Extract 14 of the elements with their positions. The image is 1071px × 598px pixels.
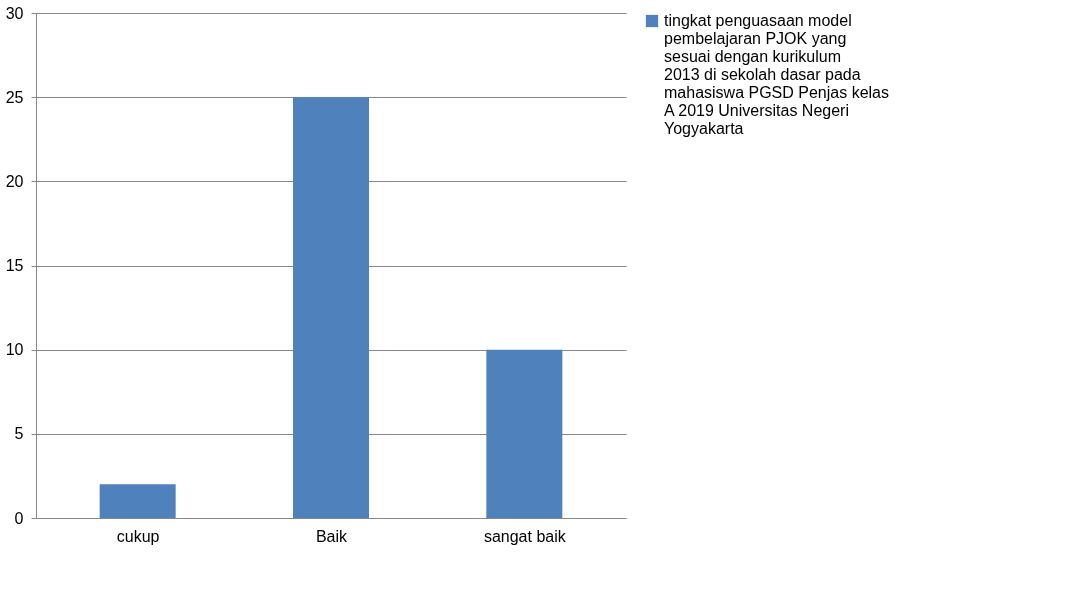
- x-tick-label: sangat baik: [483, 527, 567, 545]
- y-tick-label: 30: [5, 4, 24, 22]
- bar: [293, 97, 369, 518]
- x-tick-label: cukup: [116, 527, 160, 545]
- y-tick-label: 15: [5, 257, 24, 274]
- y-tick-label: 20: [5, 172, 24, 190]
- bar: [486, 349, 563, 518]
- y-tick-label: 0: [14, 509, 24, 527]
- x-tick-label: Baik: [315, 527, 349, 545]
- y-tick-label: 10: [5, 341, 24, 359]
- bar: [99, 484, 176, 518]
- y-tick-label: 25: [5, 88, 24, 106]
- legend-label: tingkat penguasaan model pembelajaran PJOK yang sesuai dengan kurikulum 2013 di sekolah dasar pada mahasiswa PGSD Penjas kelas A 2019 Universitas Negeri Yogyakarta: [664, 12, 889, 137]
- y-tick-label: 5: [14, 425, 24, 443]
